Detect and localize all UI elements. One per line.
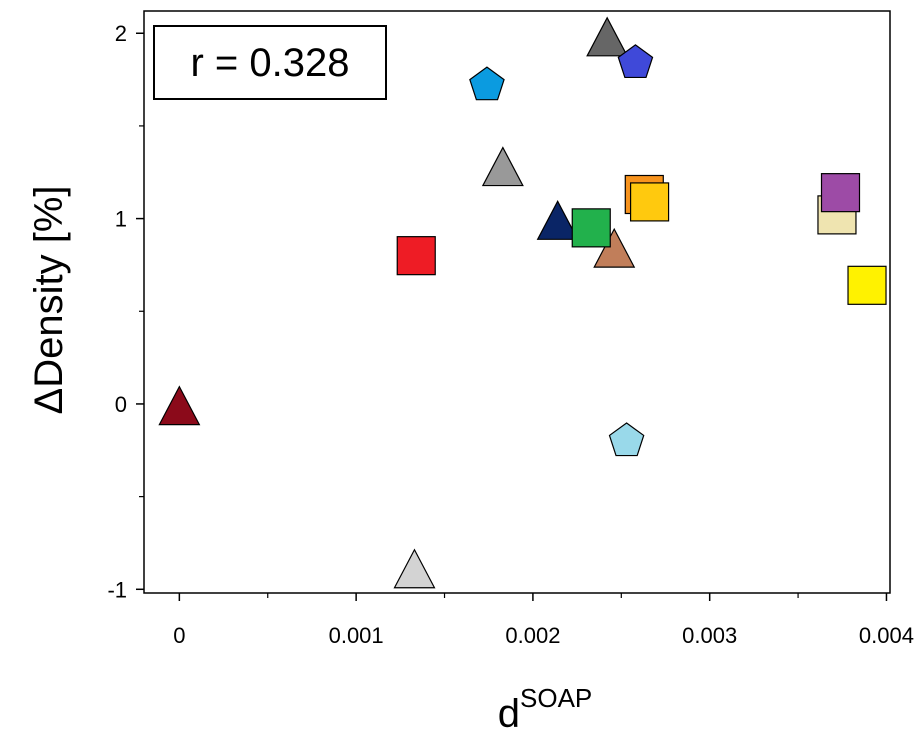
correlation-label: r = 0.328 (190, 41, 349, 85)
x-axis-title-superscript: SOAP (520, 683, 592, 713)
data-point-pentagon (469, 66, 505, 101)
x-axis-title-main: d (498, 692, 520, 736)
x-tick-label: 0.001 (329, 623, 384, 648)
data-point-triangle (593, 227, 636, 268)
y-tick-label: 1 (115, 207, 127, 232)
data-markers (158, 16, 887, 589)
data-point-triangle (158, 385, 201, 426)
annotation-box-frame (153, 25, 387, 100)
x-tick-label: 0 (173, 623, 185, 648)
x-axis: 0 0.001 0.002 0.003 0.004 (173, 593, 914, 648)
data-point-square (629, 182, 670, 222)
plot-frame (143, 10, 891, 594)
data-point-triangle (586, 16, 629, 57)
correlation-annotation: r = 0.328 (153, 25, 387, 100)
data-point-square (847, 265, 887, 305)
y-axis: -1 0 1 2 (107, 21, 144, 602)
y-tick-label: 2 (115, 21, 127, 46)
data-point-square (820, 173, 861, 213)
data-point-square (396, 236, 436, 276)
y-axis-title: ΔDensity [%] (27, 185, 71, 414)
x-tick-label: 0.003 (682, 623, 737, 648)
data-point-square (571, 208, 611, 248)
data-point-triangle (536, 200, 579, 240)
data-point-triangle (481, 146, 524, 187)
x-axis-title: dSOAP (498, 683, 593, 736)
data-point-triangle (393, 548, 436, 589)
y-tick-label: 0 (115, 392, 127, 417)
data-point-pentagon (608, 422, 645, 457)
x-tick-label: 0.002 (505, 623, 560, 648)
x-tick-label: 0.004 (859, 623, 914, 648)
y-tick-label: -1 (107, 577, 127, 602)
data-point-pentagon (617, 44, 654, 79)
